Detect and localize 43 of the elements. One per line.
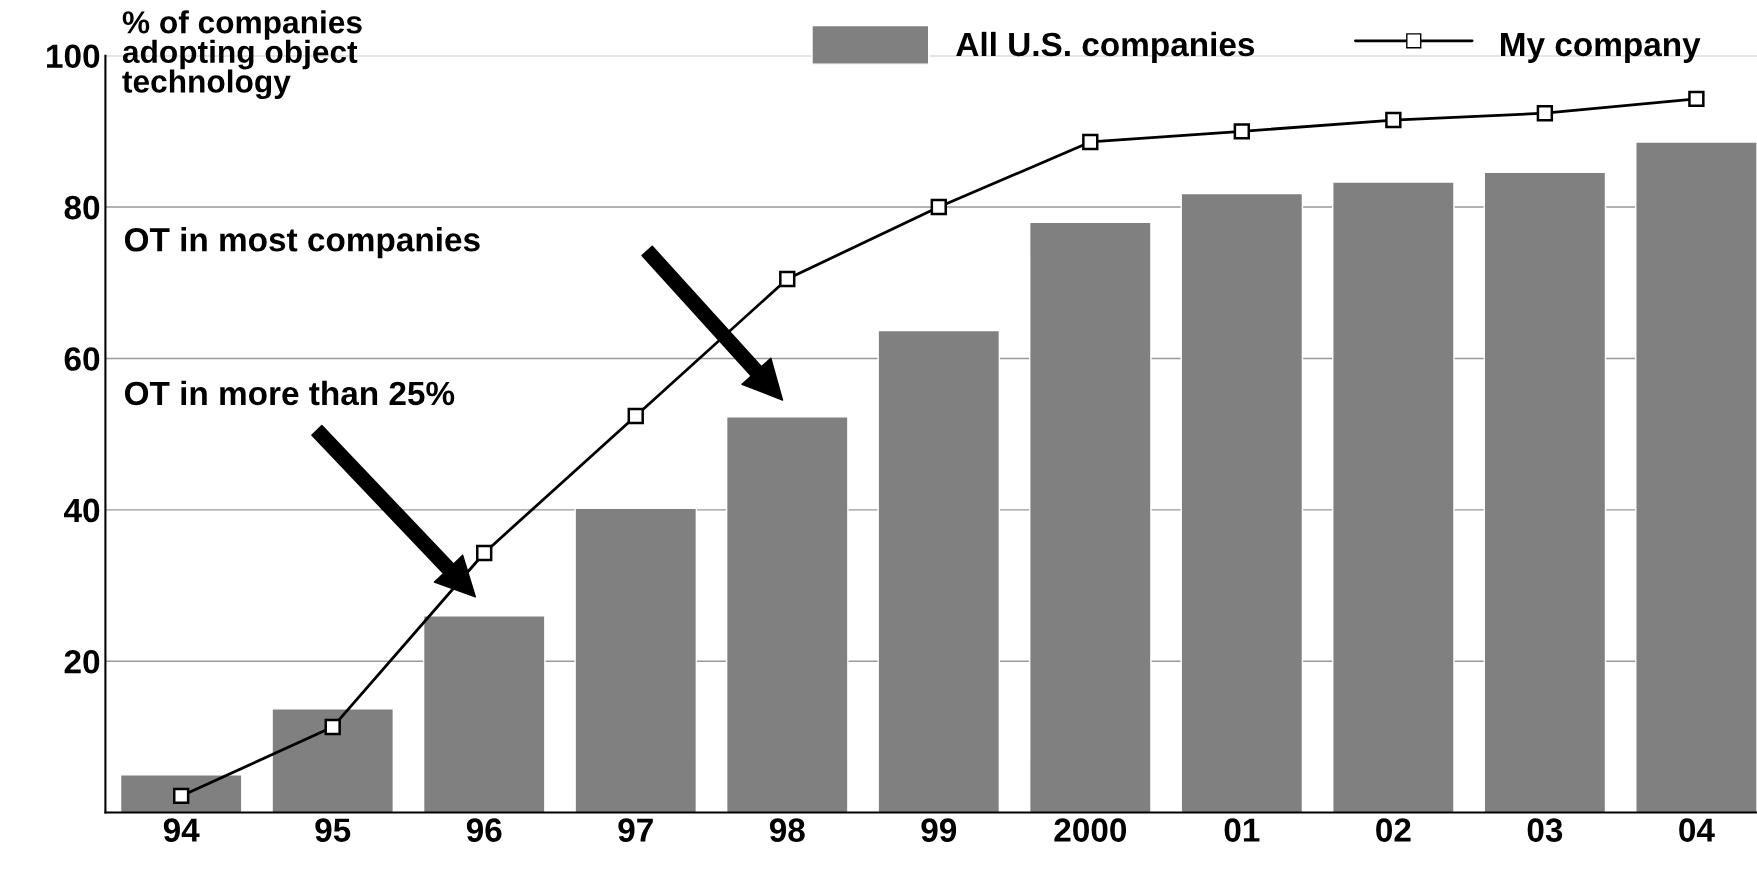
bar — [271, 708, 395, 813]
x-tick-label: 01 — [1224, 818, 1260, 842]
x-tick-label: 95 — [315, 818, 351, 842]
point — [324, 718, 341, 736]
bar — [1029, 221, 1152, 813]
point — [1082, 133, 1099, 151]
x-tick-label: 98 — [769, 818, 805, 842]
point — [1233, 123, 1251, 140]
y-tick-label: 60 — [64, 347, 100, 371]
x-tick-label: 97 — [618, 818, 653, 842]
x-tick-label: 03 — [1527, 818, 1563, 842]
point — [627, 407, 644, 425]
x-tick-label: 04 — [1679, 818, 1715, 842]
y-tick-label: 40 — [63, 498, 100, 523]
bar — [1180, 192, 1304, 813]
bar — [725, 416, 849, 813]
point — [779, 270, 796, 288]
legend-label: My company — [1500, 33, 1701, 63]
bar — [1483, 171, 1607, 813]
legend-label: All U.S. companies — [956, 31, 1255, 63]
point — [1385, 111, 1402, 129]
x-tick-label: 02 — [1376, 818, 1411, 842]
point — [930, 198, 947, 216]
point — [476, 544, 493, 562]
bar — [877, 329, 1001, 813]
x-tick-label: 2000 — [1054, 818, 1127, 842]
bar — [1635, 141, 1757, 813]
y-tick-label: 100 — [47, 44, 100, 69]
y-tick-label: 80 — [64, 195, 100, 220]
point — [1536, 105, 1554, 122]
annotation: OT in most companies — [124, 227, 480, 259]
y-tick-label: 20 — [64, 650, 100, 674]
x-tick-label: 94 — [163, 818, 200, 842]
bar — [1332, 181, 1455, 813]
x-tick-label: 96 — [466, 818, 502, 842]
x-tick-label: 99 — [921, 818, 957, 842]
annotation: OT in more than 25% — [124, 380, 455, 406]
point — [1688, 90, 1705, 108]
y-axis-title: % of companies adopting object technology — [122, 10, 362, 100]
bar — [574, 507, 698, 813]
bar — [119, 774, 243, 813]
point — [172, 787, 190, 805]
bar — [422, 615, 546, 813]
